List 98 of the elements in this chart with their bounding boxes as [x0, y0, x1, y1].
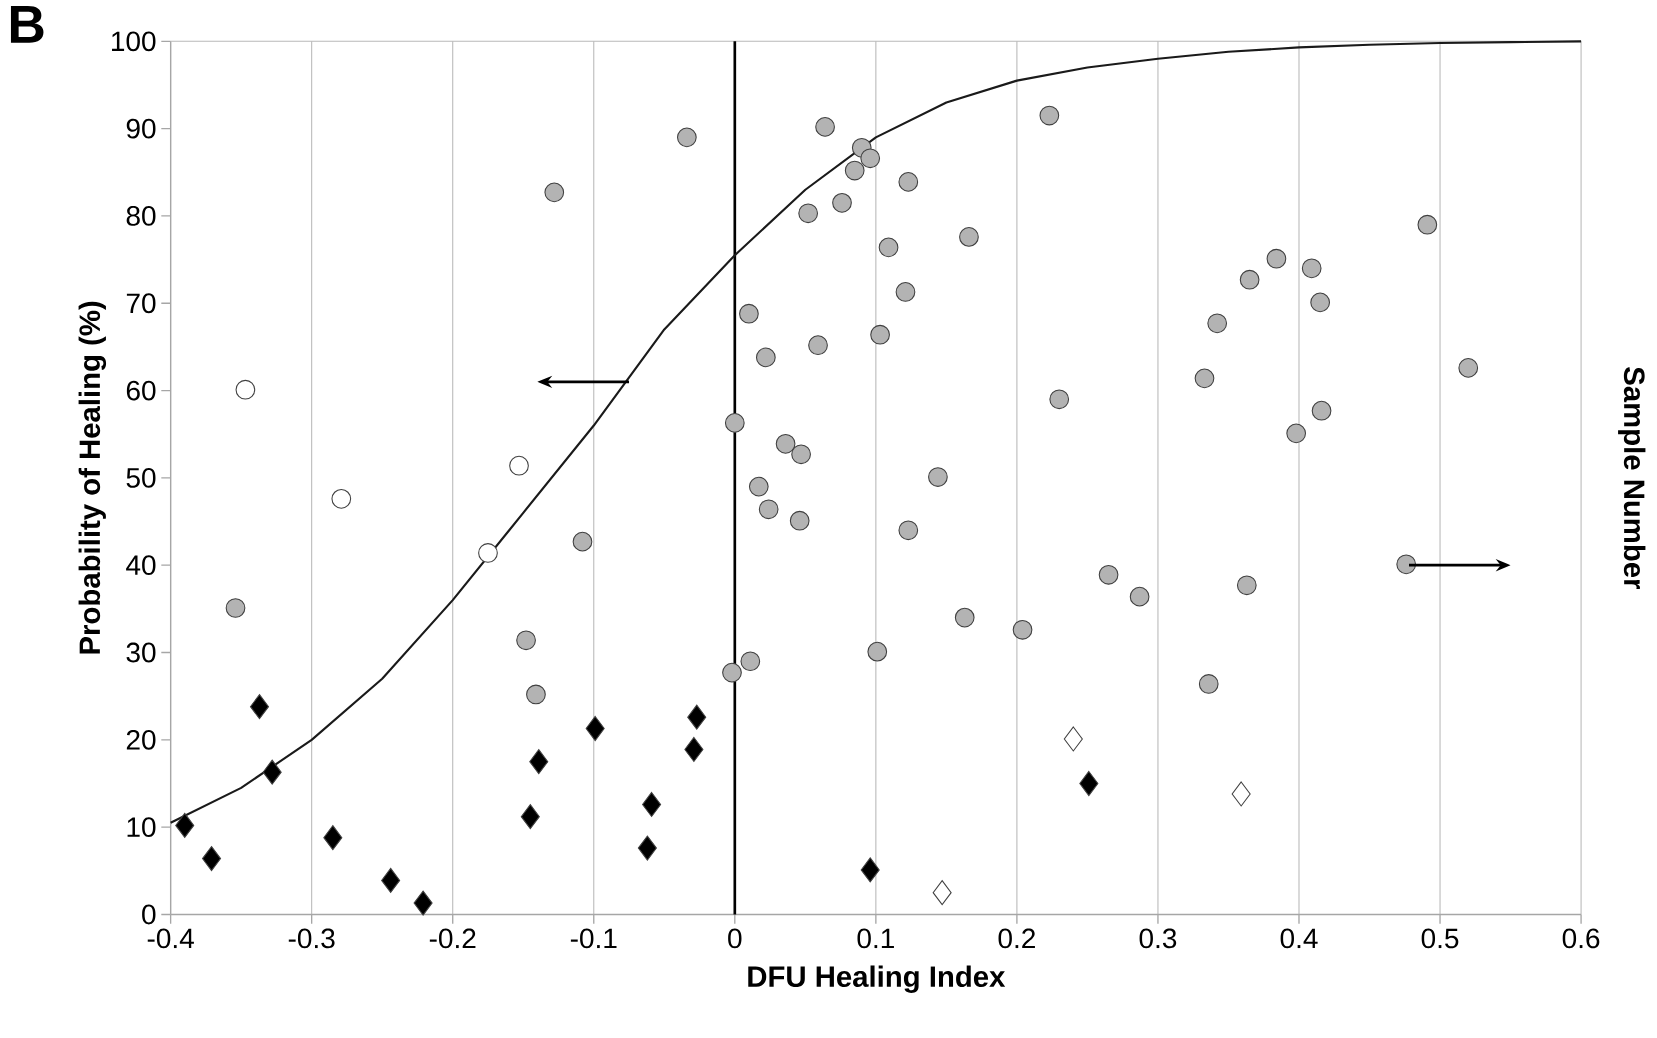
point: [687, 704, 707, 730]
point: [676, 127, 697, 148]
y-tick-label: 30: [126, 642, 156, 663]
point: [808, 335, 828, 356]
point: [544, 182, 565, 203]
point: [739, 303, 759, 324]
y-tick-label: 100: [112, 31, 156, 52]
x-tick-label: -0.3: [288, 928, 335, 949]
point: [932, 880, 952, 906]
point: [1310, 292, 1331, 313]
point: [585, 716, 605, 742]
point: [748, 476, 769, 497]
x-tick-label: 0.3: [1139, 928, 1177, 949]
y-tick-label: 20: [126, 730, 156, 750]
point: [249, 694, 270, 720]
point: [1236, 575, 1257, 596]
point: [1396, 554, 1417, 575]
point: [954, 607, 975, 628]
point: [520, 804, 540, 830]
point: [235, 379, 256, 400]
point: [381, 867, 401, 894]
point: [323, 825, 343, 851]
point: [798, 203, 819, 224]
point: [815, 117, 835, 137]
y-axis-title: Probability of Healing (%): [78, 301, 107, 654]
point: [895, 282, 916, 302]
point: [758, 499, 779, 520]
point: [867, 641, 888, 662]
point: [684, 737, 704, 763]
point: [878, 237, 899, 258]
x-tick-label: 0.1: [857, 928, 894, 949]
point: [1079, 771, 1099, 797]
y-tick-label: 90: [126, 118, 156, 139]
point: [1301, 258, 1322, 279]
point: [509, 455, 529, 476]
point: [516, 630, 536, 651]
point: [1207, 313, 1228, 334]
point: [1098, 565, 1119, 585]
x-tick-label: -0.2: [429, 928, 476, 949]
point: [791, 444, 811, 465]
point: [572, 531, 593, 552]
point: [1231, 781, 1251, 807]
point: [175, 812, 195, 839]
x-tick-label: -0.4: [147, 928, 194, 949]
point: [225, 598, 246, 618]
point: [898, 172, 919, 192]
point: [1458, 358, 1479, 378]
text: B: [10, 6, 44, 43]
point: [722, 662, 742, 683]
point: [1266, 248, 1287, 269]
point: [1311, 400, 1332, 421]
point: [526, 684, 546, 705]
y-tick-label: 70: [126, 293, 156, 314]
point: [928, 467, 948, 487]
x-tick-label: -0.1: [570, 928, 617, 949]
point: [637, 835, 657, 861]
point: [860, 148, 881, 169]
y-tick-label: 80: [126, 206, 156, 226]
y-tick-label: 40: [126, 555, 156, 576]
point: [1417, 214, 1438, 235]
point: [1039, 105, 1060, 126]
point: [642, 792, 662, 818]
y-tick-label: 10: [127, 817, 156, 838]
point: [898, 520, 919, 541]
point: [1129, 586, 1150, 607]
x-tick-label: 0.2: [998, 928, 1035, 949]
point: [740, 651, 761, 672]
point: [262, 759, 282, 785]
y-tick-label: 0: [142, 904, 156, 925]
point: [1239, 269, 1260, 290]
point: [1194, 368, 1215, 389]
point: [959, 227, 979, 247]
point: [202, 846, 222, 872]
point: [832, 193, 852, 213]
point: [844, 160, 865, 181]
point: [755, 347, 776, 368]
x-tick-label: 0.5: [1421, 928, 1459, 949]
point: [724, 413, 745, 433]
point: [1286, 423, 1307, 444]
x-tick-label: 0.4: [1280, 928, 1318, 949]
point: [789, 510, 810, 531]
point: [1049, 389, 1070, 410]
point: [331, 489, 352, 509]
point: [413, 890, 433, 916]
y-tick-label: 60: [126, 380, 156, 401]
point: [870, 324, 890, 345]
y-tick-label: 50: [126, 468, 156, 488]
x-tick-label: 0.6: [1562, 928, 1600, 949]
point: [1063, 726, 1083, 752]
point: [860, 857, 880, 883]
point: [775, 434, 796, 454]
y2-axis-title: Sample Number: [1618, 367, 1646, 590]
point: [478, 543, 498, 563]
point: [1012, 620, 1033, 640]
x-axis-title: DFU Healing Index: [748, 965, 1006, 994]
point: [1198, 674, 1219, 694]
point: [529, 749, 549, 775]
x-tick-label: 0: [728, 928, 742, 949]
